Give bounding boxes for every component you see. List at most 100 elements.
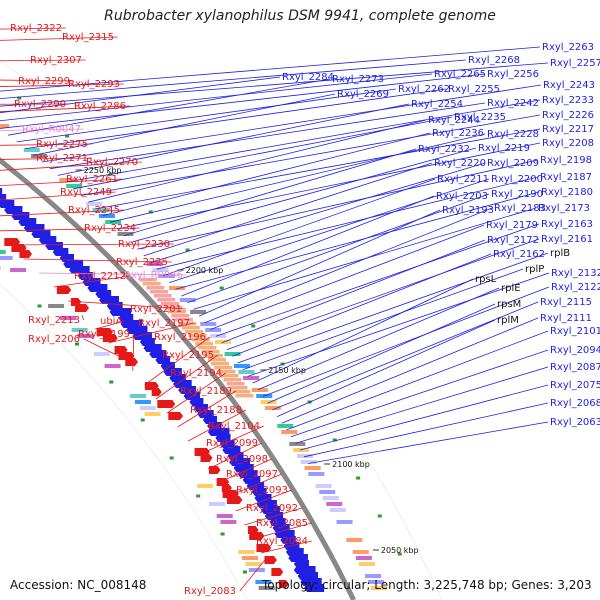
forward-gene-label: Rxyl_2225 (116, 257, 168, 268)
feature-block (117, 232, 134, 236)
feature-block (144, 412, 161, 416)
forward-gene-label: Rxyl_2290 (14, 99, 66, 110)
feature-block (216, 514, 233, 518)
genome-summary: Topology: circular; Length: 3,225,748 bp… (262, 578, 592, 592)
leader-line (88, 119, 427, 203)
feature-block (251, 388, 268, 392)
reverse-gene-label: Rxyl_2094 (550, 345, 600, 356)
feature-block (197, 484, 214, 488)
reverse-gene-arrow (304, 584, 325, 592)
forward-gene-label: Rxyl_2098 (216, 454, 268, 465)
feature-block (167, 310, 186, 314)
feature-block (260, 400, 277, 404)
feature-block (179, 298, 196, 302)
leader-line (247, 272, 550, 377)
feature-block (93, 352, 110, 356)
feature-block (229, 386, 248, 390)
feature-block (188, 334, 207, 338)
feature-block (200, 322, 217, 326)
gene-tracks (0, 59, 443, 600)
feature-block (134, 400, 151, 404)
feature-block (367, 580, 384, 584)
feature-block (157, 298, 176, 302)
forward-gene-label: Rxyl_2201 (130, 304, 182, 315)
forward-gene-label: Rxyl_2097 (226, 469, 278, 480)
feature-block (66, 184, 83, 188)
feature-block (277, 424, 294, 428)
leader-line (0, 36, 118, 41)
leader-line (53, 275, 130, 288)
reverse-gene-label: Rxyl_2180 (541, 187, 593, 198)
tick-marker (219, 286, 224, 290)
tick-marker (140, 418, 145, 422)
forward-gene-label: Rxyl_2196 (154, 332, 206, 343)
leader-line (83, 338, 121, 358)
reverse-gene-label: rplM (497, 315, 519, 326)
leader-line (198, 209, 441, 317)
feature-block (217, 370, 236, 374)
leader-line (109, 133, 486, 223)
leader-line (290, 349, 549, 438)
leader-line (260, 540, 312, 554)
feature-block (178, 322, 197, 326)
leader-line (0, 83, 124, 87)
leader-line (181, 195, 435, 297)
leader-line (0, 79, 74, 82)
leader-line (244, 507, 302, 526)
leader-line (299, 384, 549, 451)
tick-marker (169, 456, 174, 460)
feature-block (138, 278, 157, 282)
leader-line (0, 59, 86, 62)
feature-block (146, 262, 163, 266)
leader-line (8, 78, 331, 136)
leader-line (0, 157, 92, 160)
feature-block (322, 496, 339, 500)
forward-gene-arrow (157, 400, 176, 408)
reverse-gene-label: Rxyl_2068 (550, 398, 600, 409)
reverse-gene-label: Rxyl_2265 (434, 69, 486, 80)
feature-block (0, 256, 13, 260)
forward-gene-label: Rxyl_2212 (74, 271, 126, 282)
leader-line (262, 286, 550, 397)
leader-line (252, 522, 312, 540)
reverse-gene-label: Rxyl_2162 (493, 249, 545, 260)
feature-block (209, 502, 226, 506)
forward-gene-label: ubiA (100, 316, 122, 327)
reverse-gene-label: Rxyl_2219 (478, 143, 530, 154)
label-leader-lines (0, 27, 550, 592)
reverse-gene-label: Rxyl_2115 (540, 297, 592, 308)
forward-gene-label: Rxyl_2271 (36, 153, 88, 164)
forward-gene-label: Rxyl_2307 (30, 55, 82, 66)
reverse-gene-label: Rxyl_2111 (540, 313, 592, 324)
leader-line (252, 278, 474, 384)
tick-marker (148, 210, 153, 214)
forward-gene-arrow (256, 544, 272, 552)
leader-line (130, 147, 477, 243)
reverse-gene-label: rpsL (475, 274, 497, 285)
leader-line (166, 372, 227, 414)
reverse-gene-label: Rxyl_2268 (468, 55, 520, 66)
reverse-gene-label: Rxyl_2217 (542, 124, 594, 135)
reverse-gene-label: Rxyl_2132 (551, 268, 600, 279)
feature-block (169, 286, 186, 290)
forward-gene-label: Rxyl_2261 (66, 174, 118, 185)
leader-line (57, 103, 410, 176)
leader-line (226, 238, 540, 350)
leader-line (187, 193, 490, 304)
feature-block (10, 268, 27, 272)
feature-block (198, 346, 217, 350)
feature-block (130, 394, 147, 398)
tick-marker (196, 494, 201, 498)
feature-block (326, 502, 343, 506)
leader-line (95, 320, 125, 330)
reverse-gene-label: Rxyl_2173 (538, 203, 590, 214)
reverse-gene-label: Rxyl_2172 (487, 235, 539, 246)
leader-line (0, 73, 433, 122)
leader-line (267, 303, 496, 404)
feature-block (358, 562, 375, 566)
leader-line (123, 148, 417, 237)
forward-gene-arrow (75, 304, 89, 312)
leader-line (156, 176, 539, 270)
feature-block (224, 352, 241, 356)
feature-block (220, 374, 239, 378)
